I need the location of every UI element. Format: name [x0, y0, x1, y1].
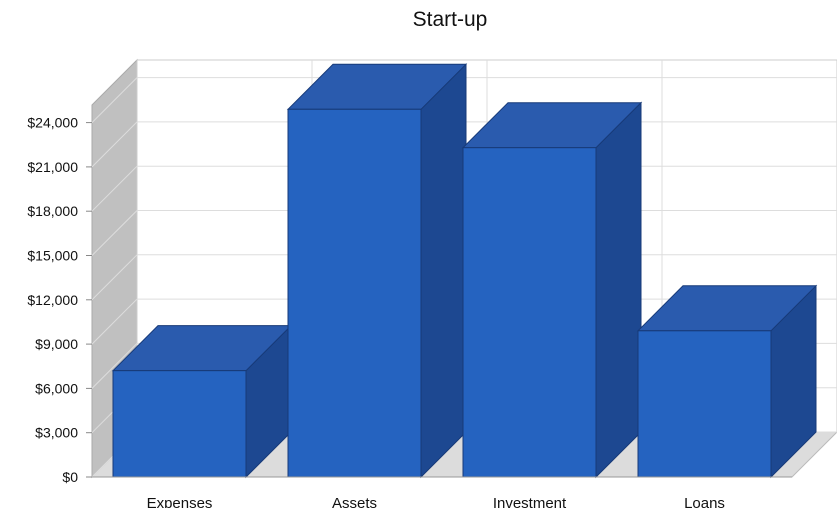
grid-diagonal — [91, 298, 138, 345]
x-tick-label: Investment — [493, 495, 567, 508]
bar-side — [595, 101, 642, 479]
y-tick-label: $18,000 — [27, 203, 78, 219]
y-tick-label: $24,000 — [27, 115, 78, 131]
x-tick-label: Expenses — [147, 495, 213, 508]
bar-side — [420, 63, 467, 479]
y-tick-label: $0 — [62, 469, 78, 485]
grid-diagonal — [91, 121, 138, 168]
y-tick-label: $3,000 — [35, 425, 78, 441]
y-tick-label: $9,000 — [35, 336, 78, 352]
bar — [637, 330, 772, 478]
grid-diagonal — [91, 210, 138, 256]
bar — [287, 108, 422, 478]
grid-diagonal — [91, 254, 138, 301]
chart-title: Start-up — [412, 8, 488, 31]
y-tick-label: $12,000 — [27, 292, 78, 308]
bar — [112, 370, 247, 478]
bar — [462, 147, 597, 478]
y-tick-label: $15,000 — [27, 248, 78, 264]
y-tick-label: $6,000 — [35, 380, 78, 396]
x-tick-label: Loans — [684, 495, 725, 508]
grid-diagonal — [91, 343, 138, 389]
y-tick-label: $21,000 — [27, 159, 78, 175]
grid-diagonal — [91, 165, 138, 212]
grid-diagonal — [91, 77, 138, 123]
x-tick-label: Assets — [332, 495, 377, 508]
